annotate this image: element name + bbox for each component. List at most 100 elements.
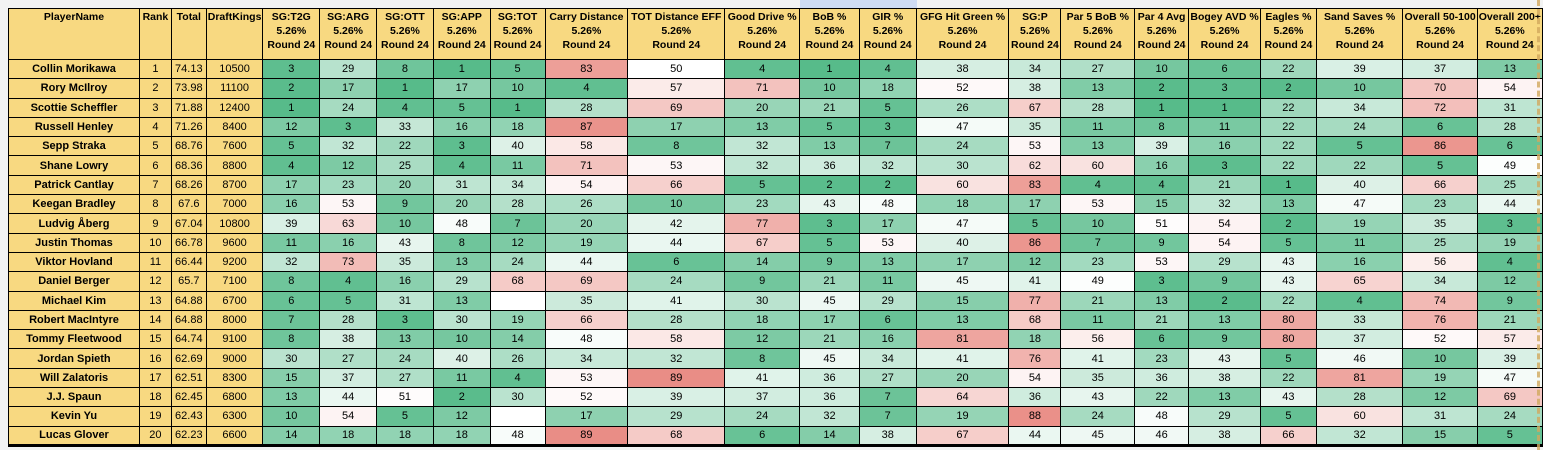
stat-cell[interactable]: 66: [1260, 425, 1317, 447]
stat-cell[interactable]: 1: [376, 78, 434, 99]
stat-cell[interactable]: 23: [1402, 194, 1478, 215]
stat-cell[interactable]: 71: [544, 155, 629, 176]
rank-cell[interactable]: 6: [138, 155, 172, 176]
stat-cell[interactable]: 1: [1260, 174, 1317, 196]
rank-cell[interactable]: 5: [138, 136, 172, 157]
stat-cell[interactable]: 9: [1134, 232, 1190, 253]
stat-cell[interactable]: 13: [1134, 290, 1190, 311]
stat-cell[interactable]: 32: [1315, 425, 1404, 447]
stat-cell[interactable]: 67: [724, 232, 801, 253]
stat-cell[interactable]: 19: [544, 232, 629, 253]
rank-cell[interactable]: 7: [138, 174, 172, 196]
stat-cell[interactable]: 53: [1008, 136, 1062, 157]
stat-cell[interactable]: 38: [858, 425, 917, 447]
stat-cell[interactable]: [489, 406, 546, 427]
stat-cell[interactable]: 25: [1476, 174, 1543, 196]
stat-cell[interactable]: 9: [1476, 290, 1543, 311]
rank-cell[interactable]: 8: [138, 194, 172, 215]
stat-cell[interactable]: 57: [1476, 329, 1543, 350]
stat-cell[interactable]: 22: [1260, 155, 1317, 176]
draftkings-cell[interactable]: 9600: [205, 232, 264, 253]
stat-cell[interactable]: 45: [799, 348, 860, 369]
draftkings-cell[interactable]: 9200: [205, 251, 264, 273]
stat-cell[interactable]: 34: [544, 348, 629, 369]
stat-cell[interactable]: 66: [1402, 174, 1478, 196]
rank-cell[interactable]: 15: [138, 329, 172, 350]
stat-cell[interactable]: 16: [376, 271, 434, 292]
total-cell[interactable]: 68.36: [170, 155, 207, 176]
stat-cell[interactable]: 33: [376, 116, 434, 138]
rank-cell[interactable]: 13: [138, 290, 172, 311]
stat-cell[interactable]: 38: [1008, 78, 1062, 99]
stat-cell[interactable]: 30: [432, 309, 491, 331]
stat-cell[interactable]: 30: [915, 155, 1010, 176]
stat-cell[interactable]: 6: [1402, 116, 1478, 138]
stat-cell[interactable]: 69: [544, 271, 629, 292]
stat-cell[interactable]: 35: [1060, 367, 1136, 389]
stat-cell[interactable]: 13: [376, 329, 434, 350]
stat-cell[interactable]: 32: [799, 406, 860, 427]
stat-cell[interactable]: 54: [544, 174, 629, 196]
stat-cell[interactable]: 10: [1134, 58, 1190, 80]
stat-cell[interactable]: 47: [1315, 194, 1404, 215]
stat-cell[interactable]: 30: [489, 387, 546, 408]
stat-cell[interactable]: 47: [915, 213, 1010, 234]
stat-cell[interactable]: 3: [858, 116, 917, 138]
column-header-overall-50-100[interactable]: Overall 50-100 5.26% Round 24: [1402, 8, 1478, 60]
stat-cell[interactable]: 41: [724, 367, 801, 389]
stat-cell[interactable]: 17: [799, 309, 860, 331]
draftkings-cell[interactable]: 6700: [205, 290, 264, 311]
stat-cell[interactable]: 32: [262, 251, 321, 273]
column-header-sg-arg[interactable]: SG:ARG 5.26% Round 24: [319, 8, 378, 60]
rank-cell[interactable]: 11: [138, 251, 172, 273]
stat-cell[interactable]: 31: [432, 174, 491, 196]
stat-cell[interactable]: 68: [489, 271, 546, 292]
player-name-cell[interactable]: Viktor Hovland: [8, 251, 140, 273]
player-name-cell[interactable]: Jordan Spieth: [8, 348, 140, 369]
stat-cell[interactable]: 58: [544, 136, 629, 157]
column-header-rank[interactable]: Rank: [138, 8, 172, 60]
stat-cell[interactable]: 5: [376, 406, 434, 427]
total-cell[interactable]: 71.88: [170, 97, 207, 118]
stat-cell[interactable]: 3: [799, 213, 860, 234]
stat-cell[interactable]: 38: [1188, 425, 1262, 447]
stat-cell[interactable]: 26: [489, 348, 546, 369]
stat-cell[interactable]: 46: [1134, 425, 1190, 447]
stat-cell[interactable]: 19: [1476, 232, 1543, 253]
player-name-cell[interactable]: Justin Thomas: [8, 232, 140, 253]
stat-cell[interactable]: 10: [432, 329, 491, 350]
player-name-cell[interactable]: Scottie Scheffler: [8, 97, 140, 118]
stat-cell[interactable]: 26: [544, 194, 629, 215]
column-header-bob[interactable]: BoB % 5.26% Round 24: [799, 8, 860, 60]
column-header-bogey-avd[interactable]: Bogey AVD % 5.26% Round 24: [1188, 8, 1262, 60]
stat-cell[interactable]: 74: [1402, 290, 1478, 311]
stat-cell[interactable]: 13: [1060, 78, 1136, 99]
stat-cell[interactable]: 56: [1060, 329, 1136, 350]
stat-cell[interactable]: 27: [376, 367, 434, 389]
column-header-carry-distance[interactable]: Carry Distance 5.26% Round 24: [544, 8, 629, 60]
stat-cell[interactable]: 62: [1008, 155, 1062, 176]
stat-cell[interactable]: 12: [724, 329, 801, 350]
stat-cell[interactable]: 12: [1402, 387, 1478, 408]
stat-cell[interactable]: 5: [799, 232, 860, 253]
player-name-cell[interactable]: Shane Lowry: [8, 155, 140, 176]
stat-cell[interactable]: 9: [799, 251, 860, 273]
total-cell[interactable]: 73.98: [170, 78, 207, 99]
stat-cell[interactable]: 3: [432, 136, 491, 157]
stat-cell[interactable]: 12: [1476, 271, 1543, 292]
draftkings-cell[interactable]: 12400: [205, 97, 264, 118]
total-cell[interactable]: 71.26: [170, 116, 207, 138]
stat-cell[interactable]: 21: [1476, 309, 1543, 331]
stat-cell[interactable]: 23: [319, 174, 378, 196]
stat-cell[interactable]: 37: [1402, 58, 1478, 80]
stat-cell[interactable]: 20: [544, 213, 629, 234]
stat-cell[interactable]: 68: [1008, 309, 1062, 331]
stat-cell[interactable]: 11: [1188, 116, 1262, 138]
stat-cell[interactable]: 29: [1188, 251, 1262, 273]
stat-cell[interactable]: 16: [1188, 136, 1262, 157]
total-cell[interactable]: 68.76: [170, 136, 207, 157]
stat-cell[interactable]: 24: [489, 251, 546, 273]
stat-cell[interactable]: 22: [1260, 290, 1317, 311]
stat-cell[interactable]: 48: [858, 194, 917, 215]
stat-cell[interactable]: 41: [627, 290, 726, 311]
